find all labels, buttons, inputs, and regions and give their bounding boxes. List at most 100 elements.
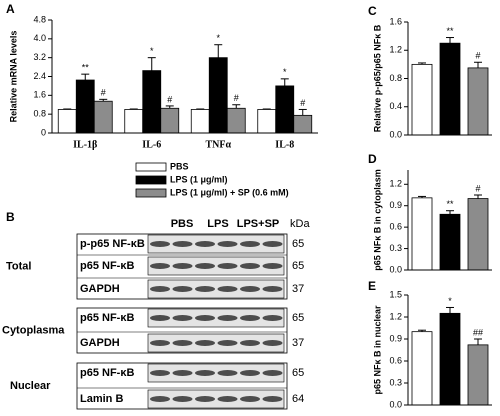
bar [160, 107, 180, 134]
blot-band [172, 340, 193, 346]
x-tick-label: IL-8 [275, 139, 294, 150]
bar [142, 70, 162, 134]
bar [411, 63, 433, 136]
significance-label: ## [473, 327, 483, 337]
panel-label: B [6, 210, 15, 224]
y-tick-label: 4.0 [33, 33, 46, 43]
group-box [76, 307, 288, 354]
blot-strip [147, 389, 285, 409]
y-tick-label: 1.2 [389, 311, 402, 321]
bar [467, 67, 489, 136]
blot-band [240, 396, 260, 402]
blot-band [217, 241, 238, 247]
row-label: p-p65 NF-κB [80, 238, 145, 250]
significance-label: * [150, 46, 154, 56]
blot-band [262, 263, 283, 269]
x-tick-label: IL-6 [142, 139, 161, 150]
blot-band [150, 396, 170, 402]
bar [411, 331, 433, 406]
significance-label: ** [82, 63, 90, 73]
y-tick-label: 0.0 [389, 129, 402, 139]
y-tick-label: 0.0 [389, 399, 402, 409]
blot-band [195, 241, 215, 247]
blot-band [195, 370, 215, 376]
blot-strip [147, 279, 285, 299]
blot-band [195, 340, 215, 346]
column-label: LPS+SP [237, 218, 280, 230]
kda-label: 65 [292, 367, 304, 379]
blot-strip [147, 308, 285, 328]
unit-label: kDa [290, 218, 310, 230]
significance-label: # [101, 88, 106, 98]
row-label: p65 NF-κB [80, 367, 134, 379]
row-label: p65 NF-κB [80, 260, 134, 272]
group-label: Total [6, 260, 31, 272]
blot-band [195, 286, 215, 292]
significance-label: # [234, 93, 239, 103]
y-axis-label: Relative p-p65/p65 NFκ B [372, 24, 382, 132]
y-tick-label: 0.8 [389, 73, 402, 83]
kda-label: 37 [292, 283, 304, 295]
blot-band [150, 315, 170, 321]
blot-band [195, 396, 215, 402]
bar [439, 42, 461, 136]
blot-band [150, 241, 170, 247]
blot-band [262, 315, 283, 321]
blot-strip [147, 256, 285, 276]
blot-band [217, 370, 238, 376]
kda-label: 64 [292, 393, 304, 405]
kda-label: 65 [292, 312, 304, 324]
panel-label: D [368, 152, 377, 166]
y-tick-label: 0.3 [389, 243, 402, 253]
significance-label: # [300, 98, 305, 108]
blot-band [150, 370, 170, 376]
bar [293, 114, 313, 134]
bar [57, 109, 77, 134]
significance-label: # [167, 94, 172, 104]
y-tick-label: 3.2 [33, 52, 46, 62]
blot-band [240, 370, 260, 376]
bar [275, 85, 295, 134]
blot-band [240, 286, 260, 292]
blot-band [217, 263, 238, 269]
row-label: GAPDH [80, 283, 120, 295]
blot-band [195, 263, 215, 269]
blot-band [150, 286, 170, 292]
x-tick-label: TNFα [205, 139, 231, 150]
significance-label: * [216, 33, 220, 43]
bar [467, 344, 489, 406]
blot-band [172, 315, 193, 321]
blot-band [172, 241, 193, 247]
y-tick-label: 0.6 [389, 355, 402, 365]
significance-label: ** [446, 26, 454, 36]
y-axis-label: Relative mRNA levels [8, 31, 18, 123]
significance-label: ** [446, 199, 454, 209]
legend-label: LPS (1 μg/ml) [170, 174, 228, 184]
bar [190, 109, 210, 134]
y-tick-label: 0.8 [33, 109, 46, 119]
blot-band [240, 340, 260, 346]
bar [208, 57, 228, 134]
legend-label: LPS (1 μg/ml) + SP (0.6 mM) [170, 187, 289, 197]
group-label: Nuclear [10, 380, 51, 392]
significance-label: # [475, 51, 480, 61]
panel-label: A [6, 2, 15, 16]
blot-band [217, 340, 238, 346]
y-tick-label: 2.4 [33, 71, 46, 81]
y-tick-label: 0.9 [389, 333, 402, 343]
y-tick-label: 0.3 [389, 377, 402, 387]
legend-label: PBS [170, 161, 189, 171]
blot-band [262, 241, 283, 247]
blot-band [172, 263, 193, 269]
blot-band [172, 370, 193, 376]
y-tick-label: 0.9 [389, 200, 402, 210]
bar [467, 198, 489, 271]
bar [439, 213, 461, 271]
row-label: p65 NF-κB [80, 312, 134, 324]
y-axis-label: p65 NFκ B in cytoplasm [372, 169, 382, 271]
bar [439, 312, 461, 406]
y-tick-label: 0.6 [389, 222, 402, 232]
y-tick-label: 0 [41, 127, 46, 137]
y-tick-label: 1.5 [389, 289, 402, 299]
